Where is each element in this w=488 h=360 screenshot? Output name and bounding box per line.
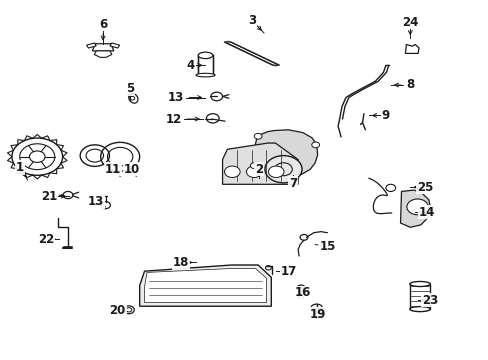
Text: 3: 3 bbox=[247, 14, 255, 27]
Polygon shape bbox=[144, 269, 266, 303]
Text: 1: 1 bbox=[16, 161, 24, 174]
Polygon shape bbox=[94, 51, 112, 57]
Text: 2: 2 bbox=[255, 163, 263, 176]
Circle shape bbox=[246, 166, 262, 177]
Polygon shape bbox=[409, 284, 429, 309]
Ellipse shape bbox=[128, 93, 138, 103]
Text: 22: 22 bbox=[38, 233, 54, 246]
Ellipse shape bbox=[196, 73, 215, 77]
Polygon shape bbox=[224, 42, 279, 65]
Text: 14: 14 bbox=[418, 206, 435, 219]
Ellipse shape bbox=[409, 307, 429, 312]
Text: 8: 8 bbox=[406, 78, 413, 91]
Ellipse shape bbox=[198, 52, 212, 59]
Circle shape bbox=[268, 166, 284, 177]
Text: 17: 17 bbox=[280, 265, 296, 278]
Circle shape bbox=[264, 156, 302, 183]
Polygon shape bbox=[110, 43, 120, 48]
Text: 5: 5 bbox=[125, 82, 134, 95]
Polygon shape bbox=[140, 265, 271, 306]
Text: 13: 13 bbox=[168, 91, 184, 104]
Polygon shape bbox=[86, 43, 96, 48]
Text: 10: 10 bbox=[123, 163, 139, 176]
Text: 19: 19 bbox=[309, 308, 325, 321]
Circle shape bbox=[385, 184, 395, 192]
Text: 21: 21 bbox=[41, 190, 58, 203]
Text: 20: 20 bbox=[109, 305, 125, 318]
Text: 16: 16 bbox=[294, 287, 310, 300]
Text: 4: 4 bbox=[186, 59, 195, 72]
Circle shape bbox=[311, 142, 319, 148]
Text: 18: 18 bbox=[173, 256, 189, 269]
Text: 15: 15 bbox=[319, 240, 335, 253]
Text: 11: 11 bbox=[104, 163, 121, 176]
Text: 6: 6 bbox=[99, 18, 107, 31]
Polygon shape bbox=[92, 44, 114, 51]
Polygon shape bbox=[222, 143, 298, 184]
Polygon shape bbox=[198, 55, 212, 75]
Circle shape bbox=[406, 199, 427, 215]
Polygon shape bbox=[400, 190, 430, 227]
Text: 12: 12 bbox=[165, 113, 182, 126]
Circle shape bbox=[254, 134, 262, 139]
Text: 7: 7 bbox=[288, 177, 297, 190]
Ellipse shape bbox=[409, 282, 429, 287]
Polygon shape bbox=[405, 44, 418, 53]
Text: 13: 13 bbox=[87, 195, 103, 208]
Circle shape bbox=[63, 192, 73, 199]
Circle shape bbox=[224, 166, 240, 177]
Circle shape bbox=[250, 163, 258, 168]
Circle shape bbox=[101, 202, 110, 209]
Text: 24: 24 bbox=[401, 16, 418, 29]
Text: 9: 9 bbox=[381, 109, 389, 122]
Text: 23: 23 bbox=[421, 294, 437, 307]
Text: 25: 25 bbox=[416, 181, 432, 194]
Polygon shape bbox=[252, 130, 317, 179]
